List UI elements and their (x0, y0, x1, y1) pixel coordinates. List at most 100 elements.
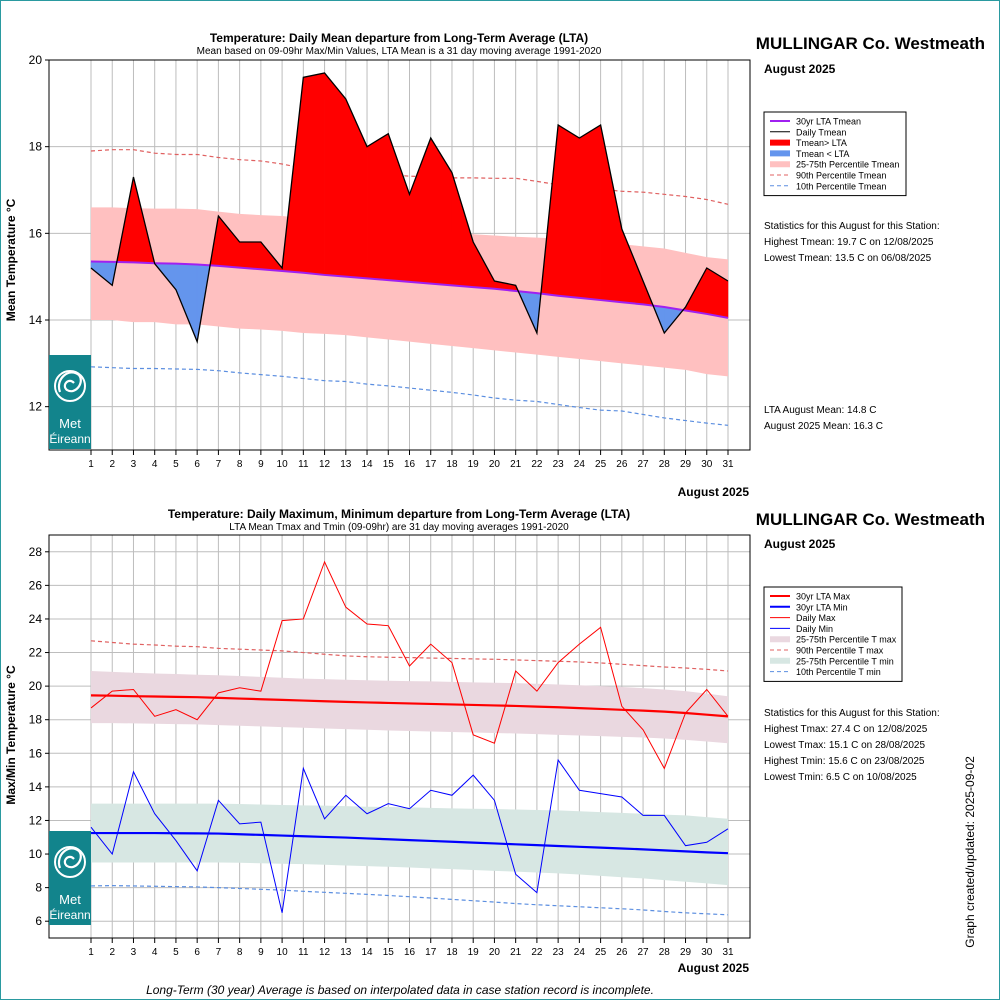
chart1-ytick-label: 20 (29, 53, 43, 67)
chart1-xtick-label: 12 (319, 459, 331, 470)
chart2-legend-label: Daily Max (796, 613, 836, 623)
chart2-xtick-label: 4 (152, 947, 158, 958)
chart1-ylabel: Mean Temperature °C (4, 198, 18, 321)
chart2-xtick-label: 13 (340, 947, 352, 958)
chart2-xtick-label: 10 (277, 947, 289, 958)
chart2-stats-header: Statistics for this August for this Stat… (764, 708, 940, 719)
chart1-logo-text: Met (59, 416, 81, 431)
chart2-subtitle: LTA Mean Tmax and Tmin (09-09hr) are 31 … (229, 522, 569, 533)
chart1-xtick-label: 26 (616, 459, 628, 470)
chart1-subtitle: Mean based on 09-09hr Max/Min Values, LT… (197, 46, 602, 57)
chart1-station: MULLINGAR Co. Westmeath (756, 34, 985, 53)
chart2-xtick-label: 26 (616, 947, 628, 958)
chart2-logo-swirl (54, 846, 86, 878)
chart1-title: Temperature: Daily Mean departure from L… (210, 31, 588, 45)
chart2-ytick-label: 22 (29, 646, 43, 660)
chart2-stat-line: Lowest Tmin: 6.5 C on 10/08/2025 (764, 772, 917, 783)
chart1-above-lta-area (366, 133, 389, 281)
chart1-ytick-label: 18 (29, 140, 43, 154)
chart1-xtick-label: 2 (109, 459, 115, 470)
chart1-xtick-label: 7 (216, 459, 222, 470)
chart1-month-mean: August 2025 Mean: 16.3 C (764, 421, 883, 432)
chart2-xtick-label: 24 (574, 947, 586, 958)
chart1-xtick-label: 5 (173, 459, 179, 470)
chart1-xtick-label: 14 (361, 459, 373, 470)
chart2-xtick-label: 30 (701, 947, 713, 958)
chart1-plot-border (48, 59, 751, 451)
chart2-xtick-label: 23 (553, 947, 565, 958)
chart2-lta-min-line (91, 831, 729, 855)
chart2-daily-min-line (90, 758, 729, 913)
chart1-xtick-label: 30 (701, 459, 713, 470)
chart1-month: August 2025 (764, 62, 836, 76)
chart1-logo-swirl (54, 370, 86, 402)
chart1-xtick-label: 22 (531, 459, 543, 470)
chart1-logo-swirl (57, 371, 82, 393)
chart2-ytick-label: 28 (29, 545, 43, 559)
chart2-ytick-label: 8 (35, 881, 42, 895)
chart2-p90-max-line (90, 640, 729, 672)
chart1-xtick-label: 4 (152, 459, 158, 470)
chart1-xtick-label: 8 (237, 459, 243, 470)
chart2-xtick-label: 17 (425, 947, 437, 958)
chart2-legend-label: 30yr LTA Min (796, 602, 848, 612)
chart2-ytick-label: 20 (29, 679, 43, 693)
chart1-legend-label: Tmean> LTA (796, 138, 847, 148)
chart1-stat-line: Highest Tmean: 19.7 C on 12/08/2025 (764, 237, 934, 248)
chart1-xtick-label: 9 (258, 459, 264, 470)
chart1-xtick-label: 23 (553, 459, 565, 470)
chart1-legend-label: 30yr LTA Tmean (796, 117, 861, 127)
chart2-ylabel: Max/Min Temperature °C (4, 665, 18, 805)
chart1-stats-header: Statistics for this August for this Stat… (764, 221, 940, 232)
chart2-legend-box (763, 586, 903, 682)
chart1-p90-line (90, 149, 729, 205)
chart1-daily-line (90, 72, 729, 345)
chart1-xtick-label: 28 (659, 459, 671, 470)
chart2-xlabel: August 2025 (678, 961, 750, 975)
chart2-xtick-label: 29 (680, 947, 692, 958)
chart1-xtick-label: 16 (404, 459, 416, 470)
chart1-lta-line (90, 260, 729, 319)
chart1-lta-mean: LTA August Mean: 14.8 C (764, 405, 876, 416)
chart2-legend-label: 25-75th Percentile T max (796, 635, 897, 645)
chart2-xtick-label: 12 (319, 947, 331, 958)
chart2-xtick-label: 15 (383, 947, 395, 958)
chart2-ytick-label: 6 (35, 914, 42, 928)
chart2-ytick-label: 16 (29, 746, 43, 760)
chart2-logo-text: Met (59, 892, 81, 907)
chart2-month: August 2025 (764, 537, 836, 551)
chart2-xtick-label: 8 (237, 947, 243, 958)
chart1-xtick-label: 10 (277, 459, 289, 470)
chart2-xtick-label: 3 (131, 947, 137, 958)
chart1-p10-line (90, 366, 729, 426)
chart1-xtick-label: 6 (194, 459, 200, 470)
chart2-station: MULLINGAR Co. Westmeath (756, 510, 985, 529)
chart2-ytick-label: 26 (29, 578, 43, 592)
chart2-xtick-label: 16 (404, 947, 416, 958)
chart2-legend-label: 90th Percentile T max (796, 646, 884, 656)
chart2-xtick-label: 7 (216, 947, 222, 958)
chart1-xtick-label: 20 (489, 459, 501, 470)
chart1-above-lta-area (239, 241, 262, 270)
chart1-xtick-label: 1 (88, 459, 94, 470)
chart2-stat-line: Highest Tmin: 15.6 C on 23/08/2025 (764, 756, 925, 767)
chart1-above-lta-area (303, 72, 325, 276)
chart1-legend-label: 10th Percentile Tmean (796, 181, 886, 191)
chart1-xtick-label: 24 (574, 459, 586, 470)
chart1-xtick-label: 19 (468, 459, 480, 470)
chart2-legend-label: Daily Min (796, 624, 833, 634)
chart2-xtick-label: 6 (194, 947, 200, 958)
chart2-tmin-percentile-band (91, 803, 728, 886)
chart2-xtick-label: 22 (531, 947, 543, 958)
chart2-xtick-label: 18 (446, 947, 458, 958)
chart1-ytick-label: 12 (29, 400, 43, 414)
chart2-stat-line: Highest Tmax: 27.4 C on 12/08/2025 (764, 724, 928, 735)
chart1-above-lta-area (557, 124, 580, 299)
chart2-lta-max-line (90, 694, 729, 718)
chart2-legend-label: 25-75th Percentile T min (796, 656, 894, 666)
chart1-ytick-label: 16 (29, 226, 43, 240)
chart2-daily-max-line (90, 560, 729, 770)
chart2-plot-border (48, 534, 751, 939)
